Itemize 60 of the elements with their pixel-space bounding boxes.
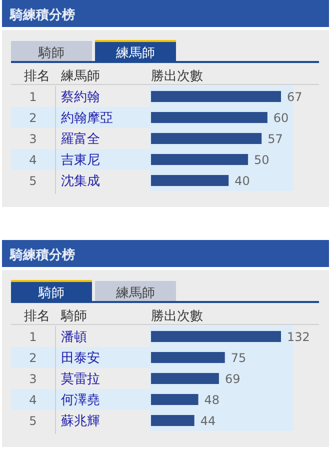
data-label: 67 [287,90,302,104]
bar [151,352,225,363]
bar: 50 [151,153,270,167]
text: 5 [29,174,37,188]
bar [151,91,281,102]
data-label: 44 [200,414,216,428]
bar: 132 [151,330,310,344]
y-tick-label: 蔡約翰 [61,90,100,105]
text: 4 [29,153,37,167]
text: 騎師 [60,309,87,324]
data-label: 40 [234,174,250,188]
bar [151,415,194,426]
text: 5 [29,414,37,428]
data-label: 69 [224,372,240,386]
text: 練馬師 [115,46,155,61]
data-label: 75 [230,351,246,365]
text: 騎師 [38,286,64,301]
text: 勝出次數 [151,69,203,84]
bar [151,394,198,405]
text: 2 [29,111,37,125]
bar: 60 [151,111,289,125]
bar: 75 [151,351,246,365]
text: 騎練積分榜 [9,7,75,23]
text: 勝出次數 [151,309,203,324]
data-label: 60 [273,111,289,125]
text: 騎練積分榜 [9,247,75,263]
bar: 69 [151,372,240,386]
data-label: 57 [268,132,283,146]
text: 1 [29,330,37,344]
text: 4 [29,393,37,407]
y-tick-label: 蘇兆輝 [61,414,100,429]
bar [151,133,262,144]
y-tick-label: 吉東尼 [61,153,100,168]
bar [151,331,281,342]
bar: 67 [151,90,302,104]
text: 排名 [24,69,50,84]
text: 3 [29,372,37,386]
y-tick-label: 沈集成 [61,174,100,189]
bar [151,373,219,384]
y-tick-label: 莫雷拉 [61,372,100,387]
text: 騎師 [38,46,64,61]
text: 練馬師 [60,69,100,84]
text: 1 [29,90,37,104]
data-label: 50 [254,153,270,167]
bar: 57 [151,132,283,146]
y-tick-label: 羅富全 [61,131,100,147]
bar [151,175,229,186]
bar: 48 [151,393,220,407]
text: 3 [29,132,37,146]
text: 2 [29,351,37,365]
data-label: 132 [287,330,310,344]
bar: 44 [151,414,216,428]
text: 排名 [24,309,50,324]
y-tick-label: 何澤堯 [61,393,100,408]
y-tick-label: 約翰摩亞 [61,111,113,126]
y-tick-label: 潘頓 [61,330,87,345]
text: 練馬師 [115,286,155,301]
y-tick-label: 田泰安 [61,350,100,366]
data-label: 48 [204,393,220,407]
bar: 40 [151,174,250,188]
